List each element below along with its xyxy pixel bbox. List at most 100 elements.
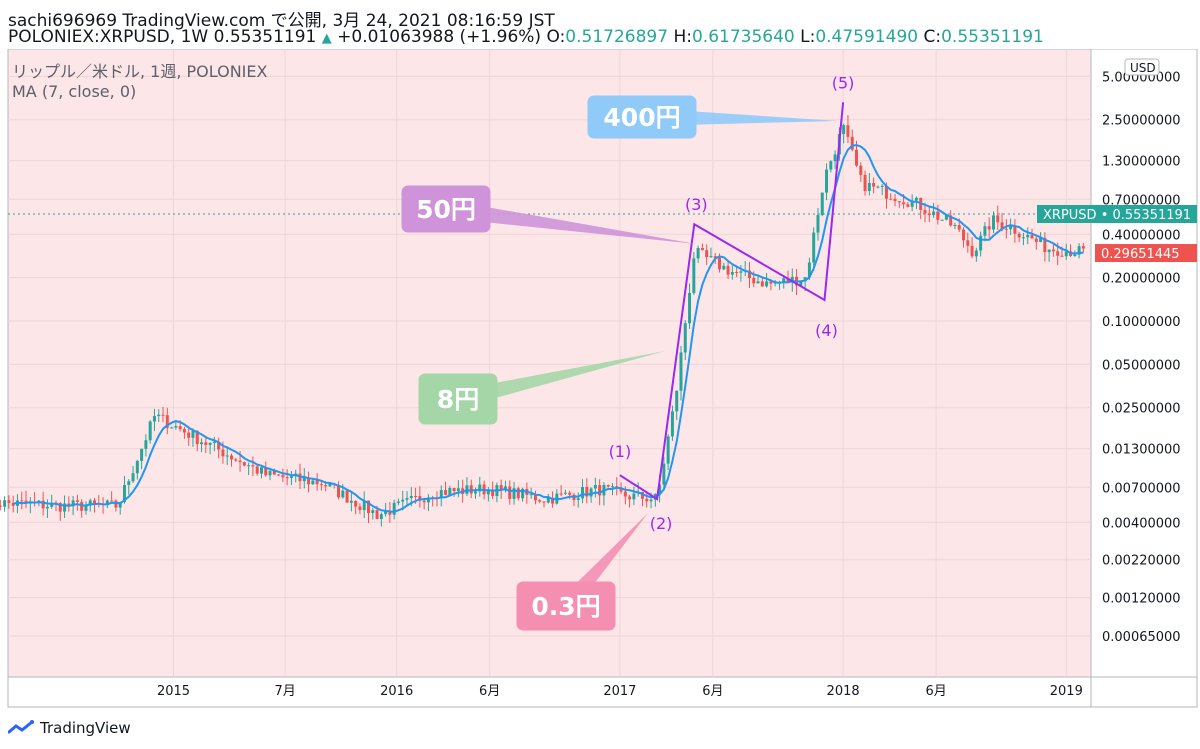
candle-body (1073, 254, 1077, 257)
wave-label: (5) (832, 73, 855, 92)
candle-body (1026, 234, 1030, 238)
candle-body (20, 500, 24, 502)
candle-body (756, 281, 760, 284)
candle-body (1077, 246, 1081, 255)
candle-body (606, 484, 610, 487)
candle-body (349, 500, 353, 503)
candle-body (148, 421, 152, 441)
low-value: 0.47591490 (815, 27, 919, 47)
time-tick-label: 2016 (380, 684, 413, 699)
candle-body (371, 510, 375, 514)
candle-body (302, 477, 306, 482)
price-label-value: 0.29651445 (1101, 247, 1180, 262)
candle-body (426, 497, 430, 503)
wave-label: (4) (815, 321, 838, 340)
candle-body (966, 240, 970, 246)
candle-body (833, 154, 837, 162)
candle-body (469, 485, 473, 494)
candle-body (581, 487, 585, 499)
candle-body (362, 500, 366, 511)
open-label: O: (546, 27, 566, 47)
candle-body (191, 430, 195, 438)
candle-body (384, 510, 388, 515)
candle-body (632, 493, 636, 500)
change-value: +0.01063988 (+1.96%) (337, 27, 542, 47)
candle-body (396, 501, 400, 503)
candle-body (478, 484, 482, 492)
callout-pointer (455, 351, 665, 408)
candle-body (170, 427, 174, 429)
wave-line (619, 102, 845, 501)
currency-badge (1124, 58, 1160, 76)
callout-pointer (444, 200, 696, 244)
candle-body (422, 500, 426, 503)
candle-body (863, 174, 867, 191)
candle-body (337, 484, 341, 498)
candle-body (675, 390, 679, 412)
candle-body (140, 448, 144, 461)
time-tick-label: 2019 (1050, 684, 1083, 699)
candle-body (195, 430, 199, 445)
candle-body (114, 500, 118, 508)
candle-body (3, 500, 7, 507)
time-tick-label: 2015 (157, 684, 190, 699)
candle-body (649, 499, 653, 502)
candle-body (683, 323, 687, 353)
candle-body (666, 436, 670, 464)
candle-body (970, 245, 974, 257)
time-tick-label: 6月 (479, 684, 500, 699)
open-value: 0.51726897 (565, 27, 669, 47)
candle-body (187, 432, 191, 438)
candle-body (786, 278, 790, 283)
candle-body (118, 501, 122, 508)
candle-body (341, 490, 345, 498)
candle-body (576, 498, 580, 501)
candle-body (508, 486, 512, 499)
candle-body (71, 500, 75, 507)
candle-body (846, 125, 850, 137)
candle-body (782, 278, 786, 283)
candle-body (242, 462, 246, 466)
candle-body (568, 492, 572, 495)
candle-body (225, 455, 229, 457)
candle-body (152, 416, 156, 422)
candle-body (979, 235, 983, 251)
footer-brand: TradingView (40, 719, 131, 737)
candle-body (439, 490, 443, 499)
candle-body (1051, 249, 1055, 252)
candle-body (1043, 237, 1047, 253)
candle-body (820, 192, 824, 216)
candle-body (902, 202, 906, 205)
candle-body (264, 467, 268, 476)
chart-legend-title: リップル／米ドル, 1週, POLONIEX (12, 62, 268, 81)
candle-body (122, 485, 126, 502)
candle-body (623, 491, 627, 497)
arrow-up-icon: ▲ (321, 31, 332, 46)
candle-body (88, 500, 92, 506)
candle-body (533, 494, 537, 501)
candle-body (512, 488, 516, 499)
price-tick-label: 1.30000000 (1102, 155, 1181, 170)
price-tick-label: 5.00000000 (1102, 70, 1181, 85)
candle-body (923, 209, 927, 214)
close-value: 0.55351191 (941, 27, 1044, 47)
candle-body (598, 485, 602, 496)
price-tick-label: 0.40000000 (1102, 228, 1181, 243)
callout-box (587, 95, 697, 139)
candle-body (1081, 246, 1085, 249)
candle-body (499, 485, 503, 490)
candle-body (893, 198, 897, 202)
price-tick-label: 0.00120000 (1102, 592, 1181, 607)
candle-body (474, 491, 478, 494)
candle-body (1064, 251, 1068, 257)
candle-body (906, 204, 910, 207)
candle-body (328, 483, 332, 487)
candle-body (799, 281, 803, 286)
price-chart[interactable]: (1) (2) (3) (4) (5) 400円 50円 8円 0.3円 5.00000000… (0, 49, 1200, 719)
candle-body (251, 465, 255, 467)
candle-body (765, 281, 769, 287)
candle-body (392, 502, 396, 515)
candle-body (63, 503, 67, 512)
time-axis-background (8, 677, 1197, 707)
candle-body (1047, 249, 1051, 253)
